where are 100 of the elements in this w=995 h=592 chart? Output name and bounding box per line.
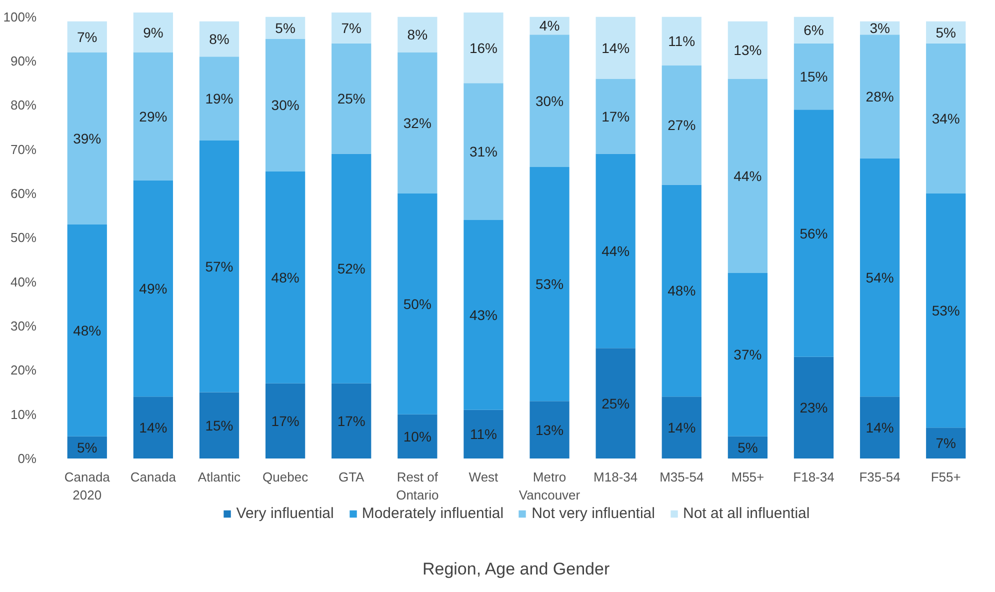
- x-tick-label: Metro Vancouver: [518, 470, 581, 502]
- x-tick-label: West: [468, 470, 499, 484]
- data-label: 53%: [932, 302, 960, 319]
- data-label: 25%: [602, 395, 630, 412]
- x-tick-label: Atlantic: [198, 470, 242, 484]
- y-tick-label: 10%: [10, 406, 37, 422]
- y-tick-label: 50%: [10, 230, 37, 246]
- data-label: 9%: [143, 24, 164, 40]
- data-label: 13%: [536, 422, 564, 438]
- data-label: 43%: [469, 306, 498, 323]
- x-tick-label: Quebec: [262, 470, 309, 484]
- data-label: 50%: [403, 296, 432, 312]
- x-tick-label: M35-54: [660, 470, 704, 484]
- bar: [662, 184, 702, 397]
- y-tick-label: 100%: [3, 9, 37, 24]
- data-label: 16%: [469, 40, 498, 56]
- y-tick-label: 40%: [10, 274, 37, 290]
- data-label: 29%: [139, 108, 168, 124]
- data-label: 19%: [205, 90, 234, 107]
- data-label: 8%: [407, 26, 428, 43]
- data-label: 25%: [337, 90, 366, 107]
- bar: [926, 43, 966, 194]
- data-label: 15%: [205, 417, 234, 434]
- data-label: 7%: [77, 28, 98, 45]
- legend-label: Not very influential: [532, 505, 655, 522]
- data-label: 14%: [866, 420, 894, 436]
- bar: [596, 78, 636, 154]
- bar: [860, 396, 900, 458]
- bar: [332, 12, 372, 44]
- data-label: 11%: [668, 33, 696, 50]
- x-tick-label: F18-34: [793, 470, 834, 484]
- data-label: 31%: [469, 144, 498, 160]
- x-axis-title: Region, Age and Gender: [422, 560, 610, 578]
- data-label: 37%: [734, 346, 762, 363]
- bar: [398, 194, 438, 414]
- x-tick-label: M55+: [731, 470, 764, 484]
- data-label: 13%: [734, 42, 762, 58]
- data-label: 23%: [800, 400, 828, 416]
- bar: [67, 21, 107, 52]
- bar: [596, 154, 636, 348]
- data-label: 49%: [139, 280, 168, 296]
- bar: [794, 16, 834, 44]
- data-label: 5%: [77, 439, 98, 456]
- data-label: 10%: [403, 428, 432, 444]
- x-tick-label: M18-34: [594, 470, 638, 484]
- bar: [67, 224, 107, 436]
- data-label: 57%: [205, 258, 234, 274]
- data-label: 17%: [271, 412, 300, 429]
- data-label: 11%: [470, 426, 497, 442]
- bar: [728, 21, 768, 79]
- y-tick-label: 0%: [18, 451, 37, 466]
- data-label: 14%: [602, 40, 630, 56]
- x-tick-label: Canada 2020: [64, 470, 111, 502]
- bar: [265, 38, 306, 172]
- y-tick-label: 80%: [10, 98, 37, 113]
- x-tick-label: Rest of Ontario: [396, 470, 439, 502]
- bar: [860, 158, 900, 397]
- bar: [728, 273, 768, 436]
- bar: [860, 34, 900, 158]
- bar: [464, 220, 504, 410]
- bar: [332, 383, 372, 458]
- legend-label: Moderately influential: [362, 505, 504, 522]
- bar: [398, 16, 438, 52]
- x-tick-label: F35-54: [859, 470, 900, 484]
- bar: [464, 12, 504, 84]
- data-label: 27%: [668, 117, 696, 134]
- data-label: 4%: [539, 18, 560, 34]
- data-label: 48%: [73, 322, 102, 338]
- data-label: 28%: [866, 88, 894, 104]
- bar: [662, 396, 702, 458]
- data-label: 44%: [734, 168, 762, 184]
- bar: [199, 56, 240, 141]
- data-label: 5%: [936, 24, 956, 40]
- bar: [199, 21, 240, 57]
- bar: [464, 410, 504, 458]
- y-tick-label: 60%: [10, 186, 37, 202]
- data-label: 56%: [800, 225, 828, 242]
- bar: [596, 16, 636, 79]
- bar: [332, 43, 372, 154]
- data-label: 7%: [341, 20, 362, 36]
- bar: [398, 52, 438, 194]
- bar: [662, 16, 702, 66]
- y-tick-label: 30%: [10, 318, 37, 334]
- bar: [596, 348, 636, 458]
- data-label: 32%: [403, 114, 432, 131]
- data-label: 53%: [536, 276, 564, 292]
- bar: [133, 52, 174, 180]
- bar: [398, 414, 438, 458]
- bar: [530, 34, 570, 168]
- bar: [530, 167, 570, 402]
- bar: [265, 383, 306, 458]
- bar: [464, 83, 504, 220]
- bar: [530, 401, 570, 458]
- bar: [133, 180, 174, 397]
- data-label: 54%: [866, 269, 894, 286]
- data-label: 34%: [932, 110, 960, 126]
- data-label: 30%: [271, 97, 300, 114]
- bar: [199, 140, 240, 392]
- bar: [133, 12, 174, 52]
- legend-label: Not at all influential: [682, 505, 810, 522]
